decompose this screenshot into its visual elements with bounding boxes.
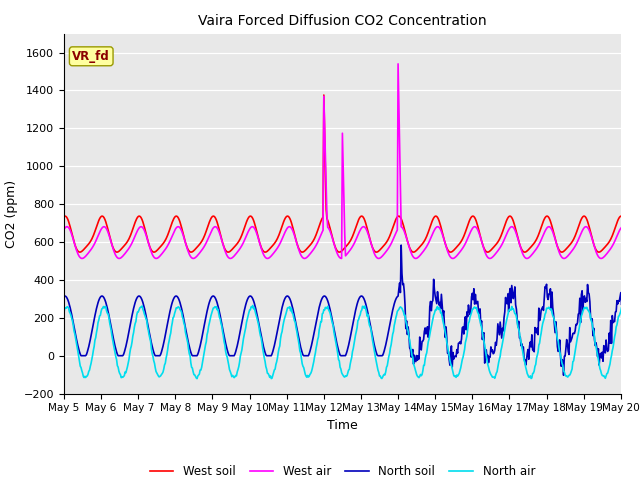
Legend: West soil, West air, North soil, North air: West soil, West air, North soil, North a… [145, 461, 540, 480]
Line: North air: North air [64, 305, 640, 379]
Line: North soil: North soil [64, 245, 640, 375]
Line: West soil: West soil [64, 95, 640, 252]
Line: West air: West air [64, 64, 640, 258]
Y-axis label: CO2 (ppm): CO2 (ppm) [5, 180, 18, 248]
Text: VR_fd: VR_fd [72, 50, 110, 63]
Title: Vaira Forced Diffusion CO2 Concentration: Vaira Forced Diffusion CO2 Concentration [198, 14, 486, 28]
X-axis label: Time: Time [327, 419, 358, 432]
